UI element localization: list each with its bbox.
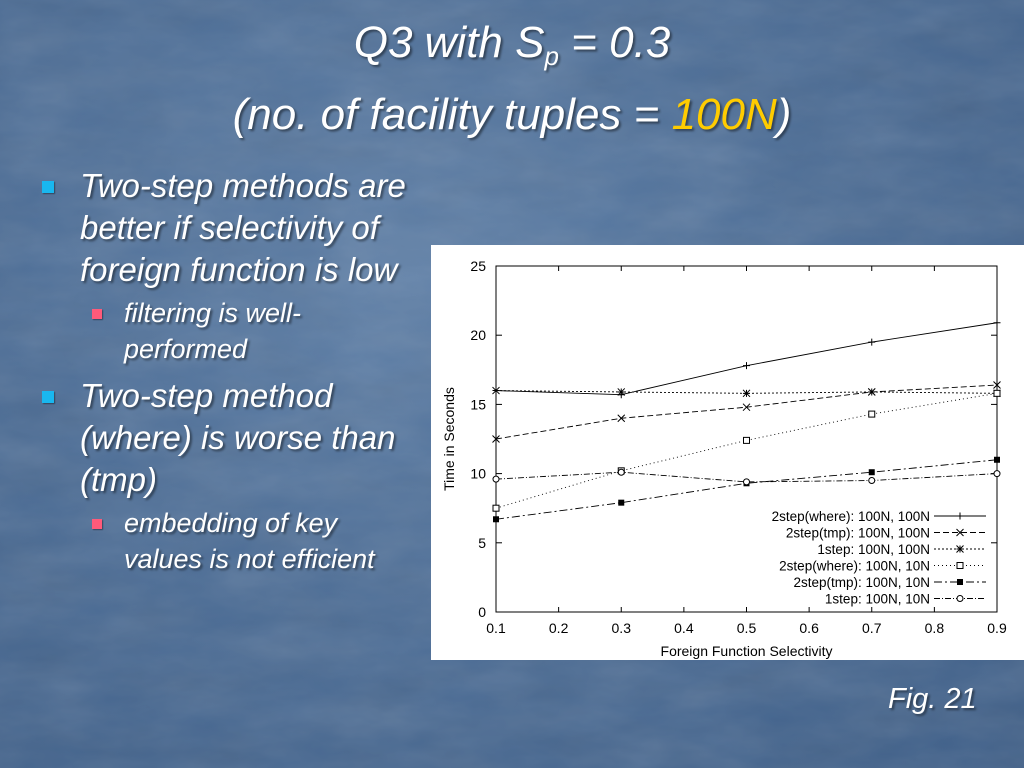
y-tick-label: 20 [470, 327, 486, 343]
series-line [495, 322, 998, 396]
data-point [743, 362, 750, 370]
legend-label: 1step: 100N, 100N [817, 542, 930, 557]
data-point [868, 338, 876, 346]
series-line [495, 390, 998, 394]
data-point [993, 470, 1001, 478]
bullet-list: Two-step methods are better if selectivi… [38, 165, 418, 585]
title-highlight: 100N [671, 90, 777, 139]
legend-entry: 2step(where): 100N, 10N [779, 559, 986, 574]
x-tick-label: 0.4 [674, 620, 694, 636]
legend-label: 2step(where): 100N, 10N [779, 559, 930, 574]
data-point [492, 435, 500, 443]
sub-bullet-item: filtering is well-performed [38, 295, 418, 367]
data-point [956, 562, 964, 569]
x-axis-label: Foreign Function Selectivity [661, 643, 833, 659]
x-tick-label: 0.8 [925, 620, 945, 636]
slide-title-line2: (no. of facility tuples = 100N) [232, 90, 792, 139]
x-tick-label: 0.9 [987, 620, 1007, 636]
y-axis-label: Time in Seconds [441, 387, 457, 491]
x-tick-label: 0.6 [799, 620, 819, 636]
data-point [868, 469, 875, 476]
slide-title-line1: Q3 with Sp = 0.3 [353, 18, 671, 71]
series-line [495, 471, 998, 483]
y-tick-label: 25 [470, 258, 486, 274]
data-point [618, 499, 625, 506]
square-bullet-icon [42, 181, 54, 193]
series [492, 468, 1001, 486]
square-bullet-icon [92, 309, 102, 319]
data-point [868, 410, 876, 418]
x-tick-label: 0.1 [486, 620, 506, 636]
data-point [867, 388, 876, 396]
square-bullet-icon [42, 391, 54, 403]
x-tick-label: 0.3 [612, 620, 632, 636]
data-point [993, 319, 1001, 327]
y-tick-label: 10 [470, 466, 486, 482]
data-point [957, 579, 963, 585]
data-point [956, 595, 964, 602]
y-tick-label: 5 [478, 535, 486, 551]
y-tick-label: 0 [478, 604, 486, 620]
data-point [617, 414, 626, 423]
data-point [742, 389, 751, 398]
bullet-item: Two-step methods are better if selectivi… [38, 165, 418, 291]
square-bullet-icon [92, 519, 102, 529]
data-point [492, 386, 500, 395]
legend-entry: 1step: 100N, 100N [817, 542, 986, 557]
data-point [743, 478, 750, 486]
legend-entry: 1step: 100N, 10N [825, 592, 986, 607]
data-point [868, 477, 876, 485]
series [492, 389, 1001, 512]
data-point [743, 436, 750, 444]
data-point [493, 516, 499, 523]
data-point [956, 528, 964, 537]
data-point [956, 545, 964, 553]
figure-label: Fig. 21 [888, 683, 977, 715]
data-point [492, 475, 500, 483]
x-tick-label: 0.5 [737, 620, 757, 636]
data-point [742, 403, 751, 412]
bullet-item: Two-step method (where) is worse than (t… [38, 375, 418, 501]
data-point [492, 504, 500, 512]
legend-entry: 2step(tmp): 100N, 100N [786, 526, 986, 541]
legend-label: 2step(tmp): 100N, 100N [786, 526, 930, 541]
legend-entry: 2step(tmp): 100N, 10N [793, 575, 986, 590]
sub-bullet-item: embedding of key values is not efficient [38, 505, 418, 577]
data-point [617, 388, 626, 396]
data-point [993, 389, 1001, 397]
series [492, 386, 1001, 398]
chart-panel: 0.1 0.2 0.3 0.4 0.5 0.6 0.7 0.8 0.9 0 5 10 15 20 25 For… [431, 245, 1024, 660]
series-line [495, 459, 998, 520]
x-tick-label: 0.2 [549, 620, 569, 636]
line-chart: 0.1 0.2 0.3 0.4 0.5 0.6 0.7 0.8 0.9 0 5 10 15 20 25 For… [441, 258, 1007, 659]
legend-entry: 2step(where): 100N, 100N [772, 509, 986, 524]
data-point [994, 456, 1000, 463]
series-line [495, 392, 998, 509]
x-tick-label: 0.7 [862, 620, 882, 636]
series [492, 319, 1001, 399]
data-point [993, 381, 1001, 389]
legend-label: 1step: 100N, 10N [825, 592, 930, 607]
y-tick-label: 15 [470, 396, 486, 412]
data-point [617, 468, 625, 476]
legend-label: 2step(tmp): 100N, 10N [793, 575, 930, 590]
data-point [956, 512, 964, 520]
legend-label: 2step(where): 100N, 100N [772, 509, 930, 524]
